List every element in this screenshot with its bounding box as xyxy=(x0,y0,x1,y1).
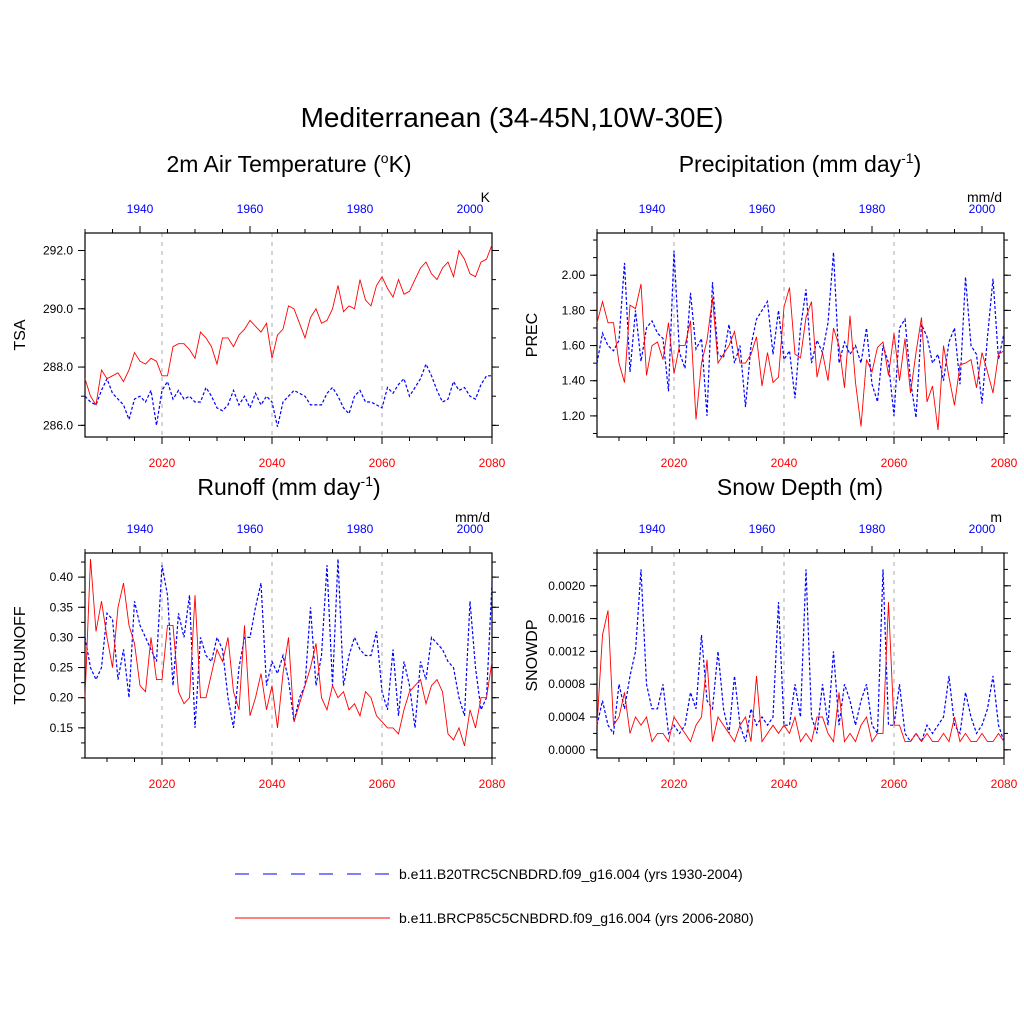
y-tick-label: 286.0 xyxy=(43,418,73,432)
plot-frame xyxy=(84,552,493,759)
units-label: mm/d xyxy=(967,189,1002,205)
legend-label-future: b.e11.BRCP85C5CNBDRD.f09_g16.004 (yrs 20… xyxy=(399,910,754,926)
y-tick-label: 0.40 xyxy=(50,570,74,584)
x-bottom-tick-label: 2080 xyxy=(991,456,1018,470)
x-bottom-tick-label: 2020 xyxy=(149,456,176,470)
y-tick-label: 0.0008 xyxy=(548,677,585,691)
x-top-tick-label: 1960 xyxy=(237,202,264,216)
y-tick-label: 0.0016 xyxy=(548,612,585,626)
y-tick-label: 1.20 xyxy=(562,409,586,423)
x-bottom-tick-label: 2080 xyxy=(991,777,1018,791)
series-line-historical xyxy=(596,250,1005,418)
y-axis-label: SNOWDP xyxy=(524,620,541,692)
panel-title: 2m Air Temperature (oK) xyxy=(166,150,411,177)
legend-label-historical: b.e11.B20TRC5CNBDRD.f09_g16.004 (yrs 193… xyxy=(399,866,743,882)
panel-title: Snow Depth (m) xyxy=(717,474,883,500)
panel-prec: Precipitation (mm day-1) mm/d PREC 1.20 1.40… xyxy=(524,150,1018,470)
series-line-future xyxy=(596,602,1005,743)
y-tick-label: 0.35 xyxy=(50,600,74,614)
plot-frame xyxy=(596,552,1005,759)
figure-title: Mediterranean (34-45N,10W-30E) xyxy=(301,102,724,133)
x-top-tick-label: 1940 xyxy=(127,522,154,536)
x-bottom-tick-label: 2080 xyxy=(479,456,506,470)
x-bottom-tick-label: 2060 xyxy=(369,777,396,791)
series-line-future xyxy=(84,558,493,747)
y-axis-label: TSA xyxy=(12,319,29,350)
x-bottom-tick-label: 2020 xyxy=(149,777,176,791)
y-tick-label: 0.30 xyxy=(50,630,74,644)
panel-title: Precipitation (mm day-1) xyxy=(679,150,922,177)
plot-frame xyxy=(596,232,1005,438)
x-bottom-tick-label: 2060 xyxy=(881,456,908,470)
y-tick-label: 0.0000 xyxy=(548,743,585,757)
y-tick-label: 288.0 xyxy=(43,360,73,374)
y-tick-label: 0.0012 xyxy=(548,644,585,658)
series-line-future xyxy=(596,283,1005,431)
y-tick-label: 1.40 xyxy=(562,374,586,388)
y-tick-label: 0.20 xyxy=(50,691,74,705)
x-top-tick-label: 2000 xyxy=(969,522,996,536)
legend: b.e11.B20TRC5CNBDRD.f09_g16.004 (yrs 193… xyxy=(235,866,754,926)
x-top-tick-label: 1940 xyxy=(639,202,666,216)
panel-tsa: 2m Air Temperature (oK) K TSA 286.0 288.0 290… xyxy=(12,150,506,470)
x-top-tick-label: 2000 xyxy=(457,202,484,216)
x-top-tick-label: 1980 xyxy=(859,202,886,216)
plot-frame xyxy=(84,232,493,438)
x-bottom-tick-label: 2040 xyxy=(771,777,798,791)
y-axis-label: PREC xyxy=(524,313,541,357)
y-tick-label: 0.25 xyxy=(50,661,74,675)
series-line-historical xyxy=(596,569,1005,743)
x-bottom-tick-label: 2020 xyxy=(661,456,688,470)
y-tick-label: 290.0 xyxy=(43,302,73,316)
x-top-tick-label: 1940 xyxy=(127,202,154,216)
panel-snowdp: Snow Depth (m) m SNOWDP 0.0000 0.0004 0.0008 0… xyxy=(524,474,1018,791)
y-axis-label: TOTRUNOFF xyxy=(12,606,29,705)
x-bottom-tick-label: 2060 xyxy=(369,456,396,470)
x-top-tick-label: 2000 xyxy=(969,202,996,216)
x-top-tick-label: 2000 xyxy=(457,522,484,536)
x-top-tick-label: 1960 xyxy=(749,202,776,216)
panel-title: Runoff (mm day-1) xyxy=(197,473,380,500)
x-top-tick-label: 1960 xyxy=(237,522,264,536)
y-tick-label: 292.0 xyxy=(43,243,73,257)
units-label: mm/d xyxy=(455,509,490,525)
y-tick-label: 0.0020 xyxy=(548,579,585,593)
x-top-tick-label: 1980 xyxy=(347,202,374,216)
y-tick-label: 1.80 xyxy=(562,303,586,317)
y-tick-label: 1.60 xyxy=(562,339,586,353)
panel-totrunoff: Runoff (mm day-1) mm/d TOTRUNOFF 0.15 0.20 0.… xyxy=(12,473,506,791)
x-bottom-tick-label: 2060 xyxy=(881,777,908,791)
x-bottom-tick-label: 2040 xyxy=(771,456,798,470)
series-line-historical xyxy=(84,362,492,427)
panels-group: 2m Air Temperature (oK) K TSA 286.0 288.0 290… xyxy=(12,150,1018,791)
series-line-future xyxy=(84,244,493,407)
y-tick-label: 0.0004 xyxy=(548,710,585,724)
x-bottom-tick-label: 2040 xyxy=(259,777,286,791)
y-tick-label: 0.15 xyxy=(50,721,74,735)
x-top-tick-label: 1980 xyxy=(859,522,886,536)
x-top-tick-label: 1960 xyxy=(749,522,776,536)
x-bottom-tick-label: 2020 xyxy=(661,777,688,791)
units-label: K xyxy=(481,189,491,205)
x-bottom-tick-label: 2040 xyxy=(259,456,286,470)
x-top-tick-label: 1980 xyxy=(347,522,374,536)
x-bottom-tick-label: 2080 xyxy=(479,777,506,791)
units-label: m xyxy=(990,509,1002,525)
y-tick-label: 2.00 xyxy=(562,268,586,282)
x-top-tick-label: 1940 xyxy=(639,522,666,536)
